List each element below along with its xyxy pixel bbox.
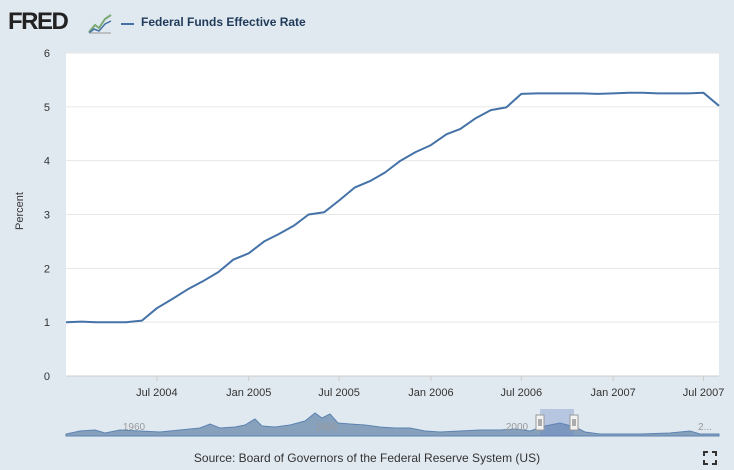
legend-line-swatch [121,23,134,25]
y-tick-label: 6 [44,48,50,60]
navigator-handle[interactable] [535,414,545,431]
y-tick-label: 3 [44,210,50,222]
navigator-year-label: 1980 [315,422,338,433]
y-tick-label: 5 [44,102,50,114]
x-tick-label: Jul 2004 [136,387,178,399]
fullscreen-icon[interactable] [703,451,717,465]
y-tick-label: 2 [44,263,50,275]
y-tick-label: 4 [44,156,50,168]
navigator-year-label: 2000 [506,422,529,433]
x-tick-label: Jan 2007 [591,387,636,399]
y-tick-label: 1 [44,317,50,329]
navigator-year-label: 1960 [123,422,146,433]
y-tick-label: 0 [44,371,50,383]
x-tick-label: Jul 2005 [318,387,360,399]
x-tick-label: Jan 2005 [226,387,271,399]
x-tick-label: Jul 2006 [501,387,543,399]
navigator-year-label: 2... [698,422,712,433]
chart-header: FRED Federal Funds Effective Rate [0,0,734,48]
line-chart-icon [88,14,112,34]
series-line [65,91,720,324]
fred-logo[interactable]: FRED [8,8,69,35]
navigator-handle[interactable] [569,414,579,431]
navigator-selection [540,409,574,436]
legend-series-label[interactable]: Federal Funds Effective Rate [141,15,306,29]
navigator-series-area [65,412,720,437]
x-tick-label: Jan 2006 [408,387,453,399]
x-tick-label: Jul 2007 [683,387,725,399]
source-note: Source: Board of Governors of the Federa… [193,451,541,465]
